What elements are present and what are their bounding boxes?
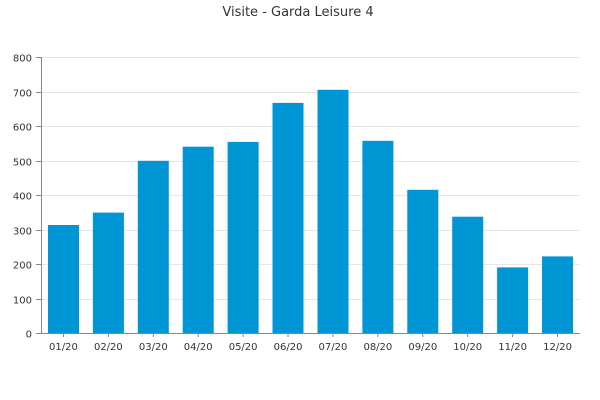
x-tick-label: 03/20 — [139, 342, 168, 353]
bar-09-20 — [407, 189, 439, 333]
bar-11-20 — [497, 267, 529, 333]
grid-lines — [41, 57, 580, 300]
x-tick-label: 01/20 — [49, 342, 78, 353]
x-tick-label: 10/20 — [453, 342, 482, 353]
y-tick-label: 100 — [13, 296, 32, 307]
bar-02-20 — [92, 212, 124, 333]
x-tick-label: 12/20 — [543, 342, 572, 353]
axes — [41, 57, 580, 334]
y-tick-label: 800 — [13, 54, 32, 65]
y-tick-label: 600 — [13, 123, 32, 134]
bar-04-20 — [182, 146, 214, 333]
x-tick-label: 02/20 — [94, 342, 123, 353]
bar-12-20 — [542, 256, 573, 333]
y-axis-tick-labels: 0 100 200 300 400 500 600 700 800 — [13, 54, 41, 341]
x-tick-label: 07/20 — [319, 342, 348, 353]
bar-10-20 — [452, 216, 484, 333]
bar-07-20 — [317, 89, 349, 333]
y-tick-label: 500 — [13, 158, 32, 169]
y-tick-label: 400 — [13, 192, 32, 203]
bar-06-20 — [272, 102, 304, 334]
bars — [48, 89, 573, 334]
x-tick-label: 05/20 — [229, 342, 258, 353]
y-tick-label: 700 — [13, 89, 32, 100]
bar-05-20 — [227, 141, 259, 333]
x-axis-tick-labels: 01/20 02/20 03/20 04/20 05/20 06/20 07/20 08/20… — [49, 333, 572, 353]
x-tick-label: 04/20 — [184, 342, 213, 353]
x-tick-label: 09/20 — [408, 342, 437, 353]
bar-03-20 — [137, 160, 169, 333]
y-tick-label: 0 — [26, 330, 32, 341]
x-tick-label: 06/20 — [274, 342, 303, 353]
x-tick-label: 11/20 — [498, 342, 527, 353]
x-tick-label: 08/20 — [363, 342, 392, 353]
chart-title: Visite - Garda Leisure 4 — [222, 5, 373, 20]
y-tick-label: 300 — [13, 227, 32, 238]
bar-01-20 — [48, 225, 79, 333]
y-tick-label: 200 — [13, 261, 32, 272]
bar-08-20 — [362, 140, 394, 333]
